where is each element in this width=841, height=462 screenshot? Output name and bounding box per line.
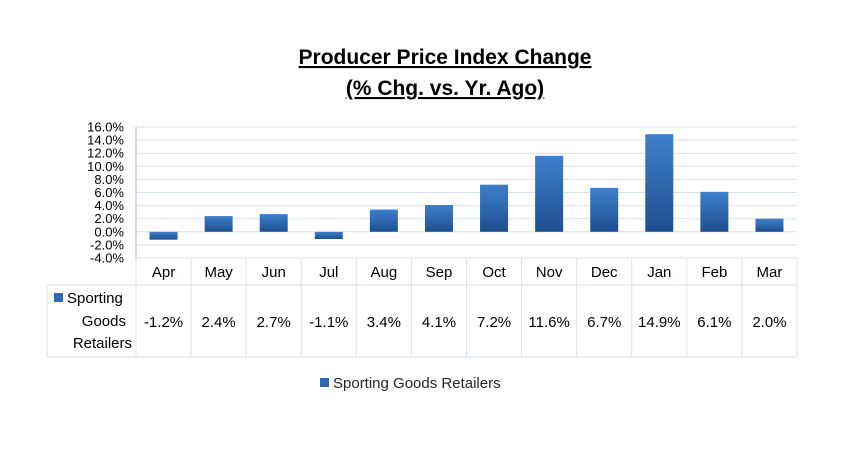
- data-label: 2.4%: [202, 314, 236, 331]
- x-tick-label: Sep: [426, 264, 453, 281]
- bar-may: [204, 216, 233, 232]
- data-label: -1.2%: [144, 314, 183, 331]
- bar-nov: [535, 155, 564, 232]
- bar-jun: [259, 214, 288, 232]
- data-label: 6.7%: [587, 314, 621, 331]
- bars: [149, 134, 784, 240]
- data-label: 2.0%: [752, 314, 786, 331]
- bar-sep: [424, 204, 453, 232]
- x-tick-label: Apr: [152, 264, 175, 281]
- table-series-name: Goods: [82, 313, 126, 330]
- y-tick-label: 14.0%: [87, 133, 124, 148]
- data-label: 11.6%: [528, 314, 569, 331]
- x-tick-label: Dec: [591, 264, 618, 281]
- x-tick-label: Oct: [482, 264, 506, 281]
- y-tick-label: 2.0%: [94, 211, 124, 226]
- data-label: 2.7%: [257, 314, 291, 331]
- bar-dec: [590, 187, 619, 232]
- x-tick-label: Nov: [536, 264, 563, 281]
- x-tick-label: May: [204, 264, 233, 281]
- bar-mar: [755, 218, 784, 232]
- data-label: 7.2%: [477, 314, 511, 331]
- data-label: 4.1%: [422, 314, 456, 331]
- y-tick-label: 16.0%: [87, 120, 124, 135]
- legend-label: Sporting Goods Retailers: [333, 375, 501, 392]
- x-tick-label: Jun: [262, 264, 286, 281]
- table-series-name: Retailers: [73, 335, 132, 352]
- y-tick-label: 12.0%: [87, 146, 124, 161]
- bar-jan: [645, 134, 674, 232]
- y-tick-label: -2.0%: [90, 237, 124, 252]
- data-label: 6.1%: [697, 314, 731, 331]
- bar-jul: [314, 231, 343, 240]
- chart-subtitle: (% Chg. vs. Yr. Ago): [346, 77, 544, 100]
- y-tick-label: 0.0%: [94, 224, 124, 239]
- x-tick-label: Feb: [701, 264, 727, 281]
- data-label: 14.9%: [638, 314, 681, 331]
- y-tick-label: 4.0%: [94, 198, 124, 213]
- bar-feb: [700, 191, 729, 232]
- x-tick-label: Aug: [371, 264, 398, 281]
- x-tick-label: Jan: [647, 264, 671, 281]
- y-tick-label: 8.0%: [94, 172, 124, 187]
- bar-aug: [369, 209, 398, 232]
- y-tick-label: 6.0%: [94, 185, 124, 200]
- bar-oct: [480, 184, 509, 232]
- legend-key: [320, 378, 329, 387]
- gridlines: [135, 126, 797, 259]
- table-series-key: [54, 293, 63, 302]
- bar-apr: [149, 231, 178, 240]
- data-table: Apr -1.2% May 2.4% Jun 2.7% Jul -1.1% Aug 3.4% Sep…: [46, 257, 798, 358]
- x-tick-label: Mar: [757, 264, 783, 281]
- data-label: 3.4%: [367, 314, 401, 331]
- y-tick-label: 10.0%: [87, 159, 124, 174]
- y-tick-label: -4.0%: [90, 251, 124, 266]
- chart-title: Producer Price Index Change: [299, 46, 592, 69]
- data-label: -1.1%: [309, 314, 348, 331]
- table-series-name: Sporting: [67, 290, 123, 307]
- legend: Sporting Goods Retailers: [320, 375, 501, 392]
- x-tick-label: Jul: [319, 264, 338, 281]
- y-axis: 16.0%14.0%12.0%10.0%8.0%6.0%4.0%2.0%0.0%…: [87, 120, 124, 266]
